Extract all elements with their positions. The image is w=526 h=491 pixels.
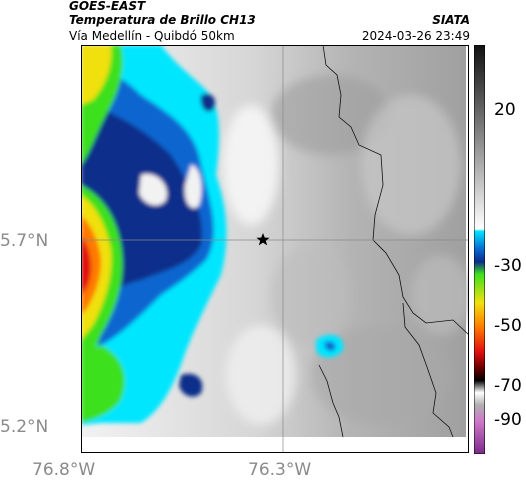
star-icon (256, 233, 270, 246)
colorbar-tick-minus70: -70 (494, 376, 522, 396)
lon-label-76-8: 76.8°W (32, 460, 96, 480)
border-line-2 (402, 302, 454, 438)
lat-label-5-7: 5.7°N (0, 231, 49, 251)
lon-label-76-3: 76.3°W (248, 460, 312, 480)
colorbar-tick-20: 20 (494, 100, 516, 120)
map-frame (81, 45, 469, 453)
colorbar-tick-minus90: -90 (494, 410, 522, 430)
border-line (322, 45, 469, 336)
colorbar-tick-minus30: -30 (494, 256, 522, 276)
source-title: GOES-EAST (69, 0, 146, 13)
coastline (318, 364, 344, 438)
datetime-label: 2024-03-26 23:49 (361, 29, 470, 43)
cloud-texture (223, 75, 469, 425)
storm-cells (81, 45, 344, 425)
region-subtitle: Vía Medellín - Quibdó 50km (69, 29, 235, 43)
colorbar (474, 45, 485, 454)
satellite-map (81, 45, 469, 453)
org-label: SIATA (432, 13, 470, 27)
colorbar-tick-minus50: -50 (494, 316, 522, 336)
colorbar-fill (474, 45, 485, 454)
lat-label-5-2: 5.2°N (0, 417, 49, 437)
product-title: Temperatura de Brillo CH13 (69, 13, 256, 27)
